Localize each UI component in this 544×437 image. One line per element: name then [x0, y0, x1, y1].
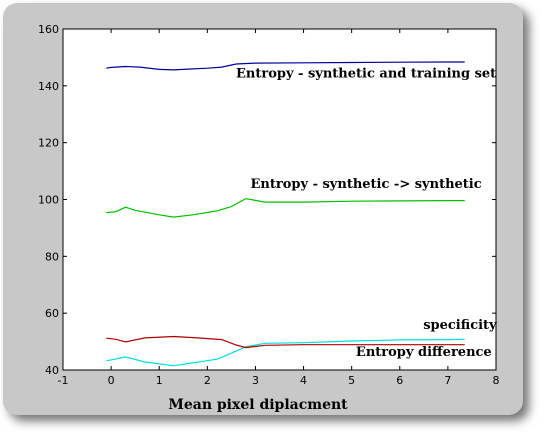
axis-ticks: -1 0 1 2 3 4 5 6 7 8 40 60 80 100 120 140 160	[38, 23, 500, 387]
x-tick-label-3: 2	[204, 374, 211, 387]
annotation-3: Entropy difference	[356, 345, 492, 360]
series-line-3	[106, 335, 465, 349]
y-tick-label-6: 160	[38, 23, 59, 36]
annotations: Entropy - synthetic and training set Entr…	[236, 66, 497, 359]
series-line-2	[106, 338, 465, 367]
x-tick-label-4: 3	[252, 374, 259, 387]
y-tick-label-5: 140	[38, 80, 59, 93]
y-tick-label-1: 60	[45, 307, 59, 320]
x-tick-label-5: 4	[300, 374, 307, 387]
series-line-0	[106, 61, 465, 71]
y-tick-label-3: 100	[38, 194, 59, 207]
x-tick-label-7: 6	[396, 374, 403, 387]
annotation-0: Entropy - synthetic and training set	[236, 66, 496, 81]
x-axis-label: Mean pixel diplacment	[168, 397, 348, 413]
y-tick-label-2: 80	[45, 250, 59, 263]
x-tick-label-0: -1	[58, 374, 69, 387]
x-tick-label-1: 0	[108, 374, 115, 387]
x-tick-label-6: 5	[348, 374, 355, 387]
series-layer	[106, 61, 465, 367]
x-tick-label-8: 7	[444, 374, 451, 387]
annotation-1: Entropy - synthetic -> synthetic	[251, 177, 482, 192]
x-tick-label-9: 8	[493, 374, 500, 387]
y-tick-label-0: 40	[45, 364, 59, 377]
plot-area	[62, 28, 497, 371]
series-line-1	[106, 197, 465, 218]
x-tick-label-2: 1	[156, 374, 163, 387]
annotation-2: specificity	[423, 318, 497, 333]
y-tick-label-4: 120	[38, 137, 59, 150]
